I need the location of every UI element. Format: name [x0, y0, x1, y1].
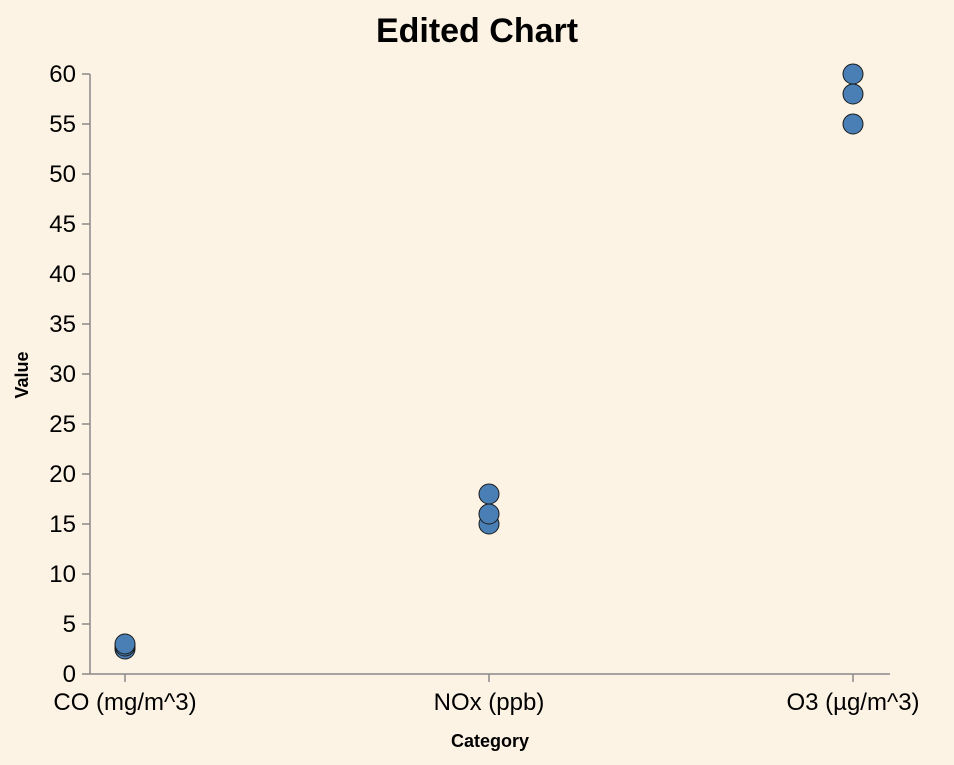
- y-tick-label: 45: [49, 211, 76, 238]
- scatter-point: [842, 63, 864, 85]
- scatter-point: [478, 503, 500, 525]
- scatter-point: [842, 113, 864, 135]
- axes-layer: 0 5 10 15 20 25 30 35 40 45 50 55 60 CO (mg/m^3) NOx (…: [49, 61, 919, 716]
- chart-title: Edited Chart: [376, 12, 578, 50]
- scatter-point: [842, 83, 864, 105]
- y-tick-label: 60: [49, 61, 76, 88]
- y-tick-label: 10: [49, 561, 76, 588]
- y-tick-label: 30: [49, 361, 76, 388]
- scatter-point: [114, 633, 136, 655]
- y-tick-label: 5: [63, 611, 76, 638]
- y-tick-label: 50: [49, 161, 76, 188]
- x-tick-label: O3 (µg/m^3): [786, 689, 919, 716]
- y-tick-label: 55: [49, 111, 76, 138]
- scatter-point: [478, 483, 500, 505]
- y-axis-title: Value: [12, 351, 32, 398]
- x-tick-label: CO (mg/m^3): [53, 689, 196, 716]
- x-axis-title: Category: [451, 731, 529, 751]
- x-tick-label: NOx (ppb): [434, 689, 545, 716]
- y-tick-label: 35: [49, 311, 76, 338]
- y-tick-label: 25: [49, 411, 76, 438]
- y-tick-label: 15: [49, 511, 76, 538]
- y-tick-label: 0: [63, 661, 76, 688]
- y-tick-label: 40: [49, 261, 76, 288]
- y-tick-label: 20: [49, 461, 76, 488]
- points-layer: [114, 63, 864, 660]
